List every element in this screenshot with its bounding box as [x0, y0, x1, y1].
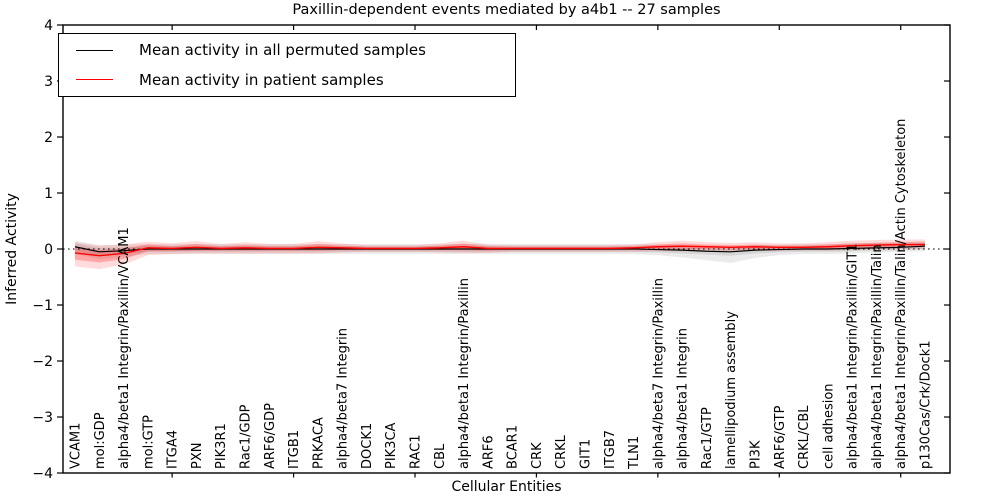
- x-tick-label: DOCK1: [360, 423, 375, 469]
- patient-band-outer: [75, 239, 925, 270]
- x-tick-label: alpha4/beta1 Integrin/Paxillin/Talin/Act…: [894, 119, 909, 469]
- patient-line-swatch: [76, 79, 113, 81]
- y-tick-label: −4: [32, 466, 53, 482]
- x-tick-label: TLN1: [627, 436, 642, 470]
- x-tick-label: CRKL/CBL: [797, 405, 812, 469]
- x-tick-label: alpha4/beta1 Integrin/Paxillin: [457, 278, 472, 469]
- legend-label-patient: Mean activity in patient samples: [139, 70, 384, 89]
- legend-item-permuted: Mean activity in all permuted samples: [76, 37, 515, 63]
- x-tick-label: CBL: [433, 443, 448, 469]
- y-tick-label: 3: [44, 74, 53, 90]
- x-tick-label: PRKACA: [311, 417, 326, 469]
- y-tick-label: −1: [32, 298, 53, 314]
- x-tick-label: ITGA4: [166, 430, 181, 469]
- x-tick-label: ARF6: [481, 435, 496, 469]
- x-tick-label: CRKL: [554, 434, 569, 469]
- x-tick-label: Rac1/GTP: [700, 407, 715, 469]
- x-tick-label: alpha4/beta7 Integrin: [336, 328, 351, 469]
- y-tick-label: 1: [44, 186, 53, 202]
- x-tick-label: PI3K: [749, 440, 764, 469]
- permuted-line-swatch: [76, 49, 113, 51]
- x-tick-label: BCAR1: [506, 425, 521, 469]
- y-tick-label: 0: [44, 242, 53, 258]
- x-tick-label: RAC1: [409, 434, 424, 469]
- x-tick-label: Rac1/GDP: [239, 404, 254, 469]
- x-tick-label: cell adhesion: [821, 383, 836, 469]
- x-tick-label: alpha4/beta1 Integrin: [676, 328, 691, 469]
- y-tick-label: −2: [32, 354, 53, 370]
- x-tick-label: ITGB7: [603, 430, 618, 469]
- x-tick-label: ARF6/GTP: [773, 405, 788, 469]
- y-tick-label: 2: [44, 130, 53, 146]
- x-tick-label: mol:GTP: [141, 415, 156, 469]
- x-tick-label: mol:GDP: [93, 412, 108, 469]
- x-tick-label: alpha4/beta1 Integrin/Paxillin/VCAM1: [117, 227, 132, 469]
- legend: Mean activity in all permuted samples Me…: [58, 33, 516, 97]
- x-tick-label: p130Cas/Crk/Dock1: [919, 340, 934, 469]
- legend-item-patient: Mean activity in patient samples: [76, 67, 515, 93]
- legend-label-permuted: Mean activity in all permuted samples: [139, 41, 426, 60]
- y-tick-label: 4: [44, 18, 53, 34]
- x-tick-label: VCAM1: [69, 423, 84, 469]
- x-tick-label: ARF6/GDP: [263, 403, 278, 469]
- x-tick-label: GIT1: [579, 439, 594, 469]
- x-tick-label: PIK3R1: [214, 423, 229, 469]
- x-tick-label: PXN: [190, 443, 205, 469]
- patient-mean-line: [74, 243, 925, 257]
- x-tick-label: alpha4/beta1 Integrin/Paxillin/Talin: [870, 244, 885, 469]
- x-tick-label: lamellipodium assembly: [724, 311, 739, 469]
- x-tick-label: alpha4/beta7 Integrin/Paxillin: [651, 278, 666, 469]
- x-tick-label: PIK3CA: [384, 422, 399, 469]
- x-axis-label: Cellular Entities: [451, 479, 562, 495]
- y-tick-label: −3: [32, 410, 53, 426]
- permuted-band-outer: [75, 240, 925, 263]
- x-tick-label: alpha4/beta1 Integrin/Paxillin/GIT1: [846, 243, 861, 469]
- y-axis-label: Inferred Activity: [4, 193, 20, 305]
- plot-border: [62, 24, 951, 474]
- x-tick-label: ITGB1: [287, 430, 302, 469]
- x-tick-label: CRK: [530, 442, 545, 469]
- chart-title: Paxillin-dependent events mediated by a4…: [292, 2, 721, 18]
